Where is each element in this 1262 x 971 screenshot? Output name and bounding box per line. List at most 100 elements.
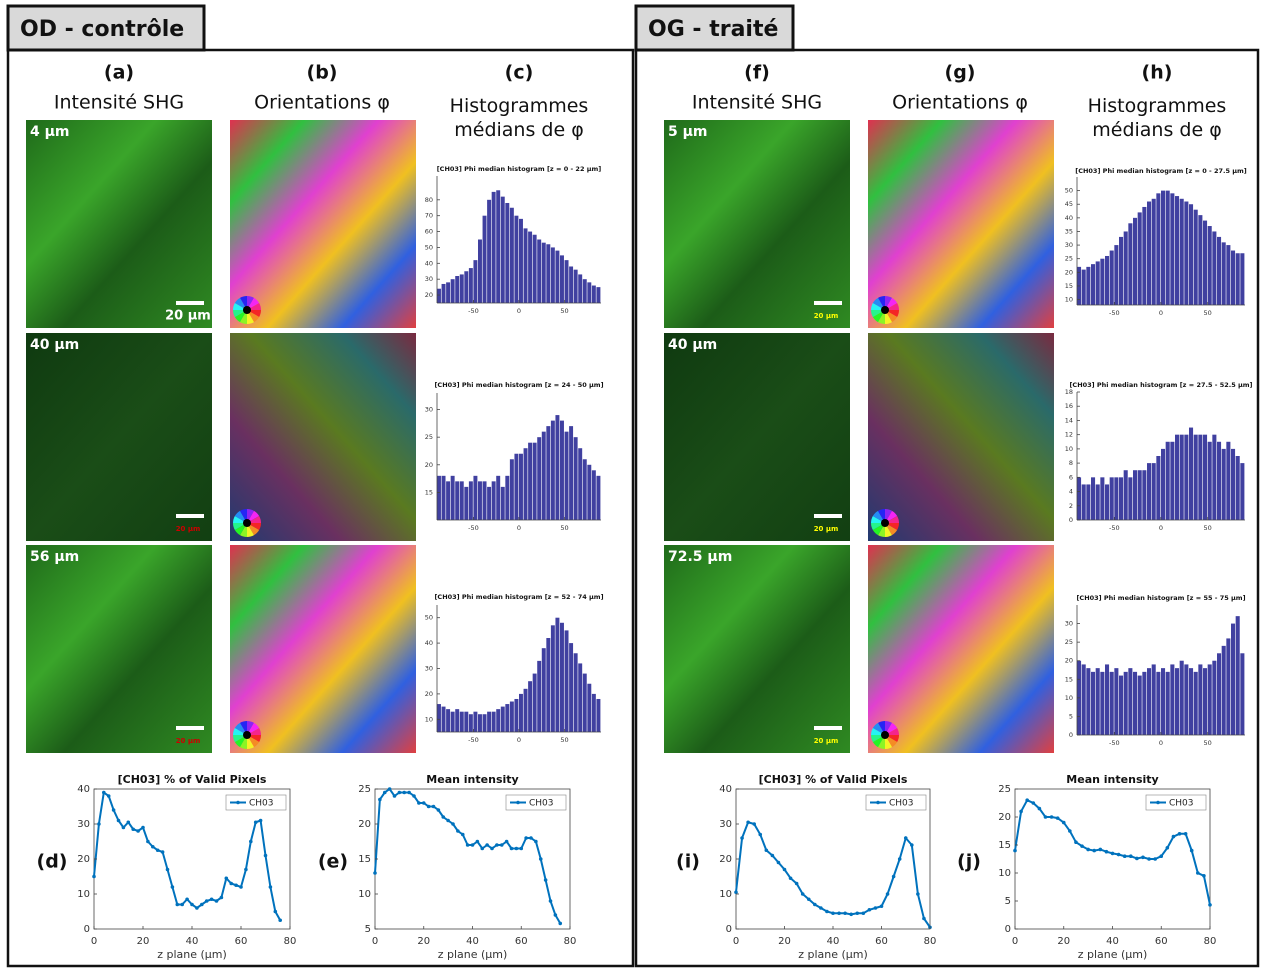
color-wheel: [872, 297, 885, 310]
histogram-bar: [1147, 668, 1152, 735]
y-tick-label: 80: [425, 196, 433, 204]
scale-label: 20 µm: [814, 525, 839, 533]
histogram-bar: [1198, 215, 1203, 305]
series-marker: [1068, 829, 1072, 833]
x-tick-label: 60: [875, 936, 888, 947]
histogram-bar: [596, 698, 601, 732]
legend-box: [1145, 794, 1207, 811]
histogram-bar: [1231, 448, 1236, 520]
histogram-bar: [514, 698, 519, 732]
x-tick-label: -50: [468, 736, 479, 744]
y-tick-label: 20: [425, 690, 433, 698]
series-marker: [861, 911, 866, 916]
histogram-bar: [473, 711, 478, 732]
series-marker: [782, 867, 787, 872]
color-wheel: [234, 297, 247, 310]
series-marker: [417, 801, 421, 805]
color-wheel: [885, 310, 898, 323]
y-tick-label: 0: [1069, 516, 1073, 524]
series-marker: [548, 899, 553, 903]
y-tick-label: 70: [425, 212, 433, 220]
series-marker: [1153, 857, 1157, 861]
histogram-bar: [1184, 434, 1189, 520]
histogram-bar: [1109, 250, 1114, 305]
series-marker: [1141, 855, 1145, 860]
color-wheel: [872, 523, 885, 536]
histogram-bar: [1212, 660, 1217, 735]
color-wheel: [872, 310, 885, 323]
histogram-bar: [1133, 470, 1138, 520]
y-tick-label: 30: [1065, 241, 1073, 249]
series-marker: [258, 818, 263, 823]
histogram-bar: [1193, 671, 1198, 735]
histogram-bar: [578, 663, 583, 732]
histogram-bar: [468, 481, 473, 520]
histogram-bar: [582, 673, 587, 732]
color-wheel-center: [243, 306, 251, 314]
histogram-bar: [478, 481, 482, 520]
histogram-bar: [550, 247, 555, 303]
histogram-bar: [1133, 217, 1138, 305]
shg-image: [664, 120, 850, 328]
scale-label: 20 µm: [814, 312, 839, 320]
series-marker: [126, 820, 131, 825]
x-tick-label: 0: [517, 524, 521, 532]
color-wheel: [885, 510, 898, 523]
histogram-bar: [564, 260, 569, 303]
series-marker: [1092, 848, 1097, 853]
color-wheel: [872, 735, 885, 748]
series-marker: [116, 818, 121, 823]
series-marker: [1055, 816, 1060, 820]
legend-marker: [1156, 800, 1160, 805]
histogram-bar: [1221, 242, 1226, 305]
series-marker: [1159, 854, 1164, 858]
y-tick-label: 12: [1065, 431, 1073, 439]
series-marker: [734, 890, 738, 895]
histogram-bar: [596, 287, 601, 303]
histogram-bar: [1161, 668, 1166, 735]
series-marker: [1171, 834, 1176, 839]
series-marker: [1116, 852, 1121, 857]
y-tick-label: 10: [719, 889, 732, 900]
histogram-bar: [528, 231, 533, 303]
series-marker: [1128, 854, 1133, 858]
histogram-bar: [1175, 434, 1180, 520]
y-tick-label: 16: [1065, 402, 1073, 410]
color-wheel: [885, 722, 898, 735]
y-tick-label: 40: [425, 259, 433, 267]
y-tick-label: 20: [719, 854, 732, 865]
series-marker: [831, 911, 835, 916]
series-marker: [102, 790, 106, 795]
y-tick-label: 40: [719, 784, 732, 795]
y-tick-label: 30: [1065, 620, 1073, 628]
histogram-bar: [1077, 477, 1082, 520]
histogram-bar: [1226, 638, 1231, 735]
histogram-bar: [473, 475, 478, 520]
histogram-bar: [1095, 261, 1100, 305]
color-wheel: [247, 310, 260, 323]
histogram-bar: [1240, 653, 1245, 735]
histogram-bar: [560, 420, 564, 520]
histogram-bar: [541, 431, 546, 520]
series-marker: [770, 853, 775, 858]
x-tick-label: 40: [1106, 936, 1119, 947]
series-marker: [800, 892, 805, 896]
x-tick-label: -50: [1109, 524, 1120, 532]
column-letter: (g): [945, 62, 976, 84]
histogram-bar: [1165, 441, 1170, 520]
histogram-bar: [459, 711, 464, 732]
chart-title: [CH03] Phi median histogram [z = 55 - 75…: [1076, 594, 1245, 602]
series-marker: [460, 832, 465, 837]
histogram-bar: [1109, 477, 1114, 520]
histogram-bar: [1165, 190, 1170, 305]
y-tick-label: 10: [998, 868, 1011, 879]
y-tick-label: 20: [1065, 657, 1073, 665]
series-marker: [446, 818, 450, 823]
histogram-bar: [546, 426, 551, 520]
depth-label: 4 µm: [30, 124, 70, 140]
histogram-bar: [1170, 193, 1175, 305]
series-marker: [234, 883, 238, 888]
depth-label: 72.5 µm: [668, 549, 732, 565]
x-tick-label: 60: [235, 936, 248, 947]
